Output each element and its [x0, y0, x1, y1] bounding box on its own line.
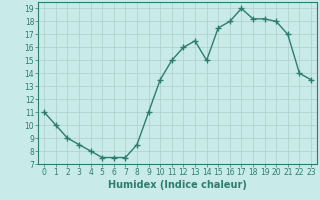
X-axis label: Humidex (Indice chaleur): Humidex (Indice chaleur)	[108, 180, 247, 190]
